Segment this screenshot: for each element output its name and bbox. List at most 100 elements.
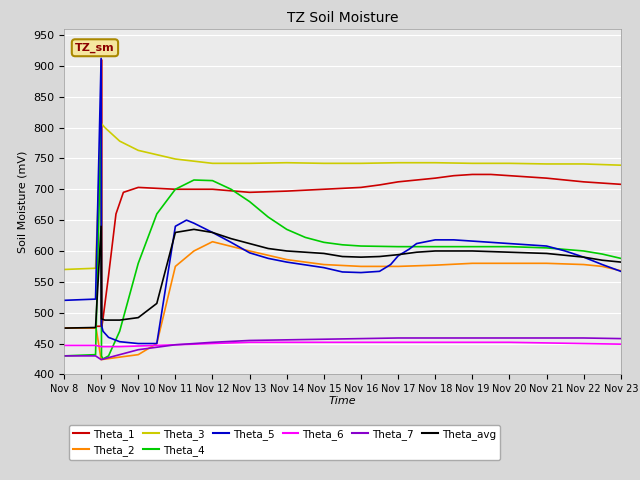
Theta_7 (543, 335, 550, 341)
Theta_6 (468, 339, 476, 345)
Theta_2 (153, 341, 161, 347)
Theta_5 (468, 238, 476, 244)
X-axis label: Time: Time (328, 396, 356, 406)
Theta_4 (264, 214, 272, 220)
Theta_5 (598, 262, 606, 267)
Theta_1 (112, 211, 120, 217)
Theta_7 (172, 342, 179, 348)
Title: TZ Soil Moisture: TZ Soil Moisture (287, 11, 398, 25)
Theta_6 (543, 340, 550, 346)
Theta_5 (450, 237, 458, 243)
Theta_1 (209, 186, 216, 192)
Theta_7 (116, 352, 124, 358)
Theta_4 (98, 353, 106, 359)
Theta_3 (580, 161, 588, 167)
Theta_2 (190, 248, 198, 254)
Line: Theta_5: Theta_5 (64, 59, 621, 344)
Theta_avg (246, 240, 253, 246)
Theta_1 (506, 173, 513, 179)
Theta_avg (320, 251, 328, 256)
Theta_5 (339, 269, 346, 275)
Theta_4 (617, 255, 625, 261)
Theta_4 (301, 235, 309, 240)
Theta_4 (543, 245, 550, 251)
Theta_avg (339, 253, 346, 259)
Theta_7 (246, 337, 253, 343)
Theta_2 (92, 325, 99, 331)
Theta_1 (92, 324, 100, 329)
Theta_3 (246, 160, 253, 166)
Theta_1 (450, 173, 458, 179)
Theta_7 (394, 335, 402, 341)
Theta_6 (116, 344, 124, 349)
Theta_4 (92, 352, 99, 358)
Theta_4 (60, 353, 68, 359)
Theta_avg (60, 325, 68, 331)
Theta_5 (431, 237, 439, 243)
Theta_1 (413, 177, 420, 183)
Theta_1 (561, 177, 569, 183)
Theta_5 (580, 254, 588, 260)
Theta_2 (116, 354, 124, 360)
Theta_6 (283, 339, 291, 345)
Theta_avg (617, 259, 625, 265)
Theta_1 (60, 325, 68, 331)
Theta_3 (60, 266, 68, 272)
Theta_avg (190, 227, 198, 232)
Theta_1 (98, 324, 106, 329)
Theta_4 (283, 227, 291, 232)
Theta_avg (97, 223, 105, 229)
Theta_7 (209, 339, 216, 345)
Text: TZ_sm: TZ_sm (75, 43, 115, 53)
Theta_3 (468, 160, 476, 166)
Theta_5 (105, 335, 113, 340)
Theta_2 (172, 264, 179, 269)
Theta_6 (394, 339, 402, 345)
Theta_2 (283, 257, 291, 263)
Theta_6 (92, 343, 99, 348)
Theta_5 (387, 262, 394, 267)
Theta_6 (60, 343, 68, 348)
Theta_5 (487, 240, 495, 245)
Theta_avg (450, 248, 458, 254)
Theta_avg (413, 249, 420, 255)
Theta_3 (92, 265, 99, 271)
Line: Theta_2: Theta_2 (64, 242, 621, 360)
Theta_2 (506, 261, 513, 266)
Theta_4 (339, 242, 346, 248)
Theta_2 (98, 357, 106, 362)
Theta_2 (543, 261, 550, 266)
Theta_3 (172, 156, 179, 162)
Theta_6 (246, 339, 253, 345)
Theta_5 (357, 270, 365, 276)
Theta_7 (580, 335, 588, 341)
Theta_5 (264, 255, 272, 261)
Theta_5 (617, 268, 625, 274)
Theta_3 (394, 160, 402, 166)
Theta_2 (580, 262, 588, 267)
Theta_2 (97, 357, 105, 362)
Theta_avg (283, 248, 291, 254)
Theta_6 (209, 341, 216, 347)
Theta_3 (134, 147, 142, 153)
Theta_5 (394, 253, 402, 259)
Theta_2 (92, 326, 100, 332)
Theta_avg (227, 236, 235, 241)
Theta_5 (524, 242, 532, 248)
Theta_5 (92, 296, 99, 302)
Theta_5 (97, 56, 105, 61)
Theta_4 (153, 211, 161, 217)
Theta_avg (580, 254, 588, 260)
Theta_5 (506, 240, 513, 246)
Theta_3 (431, 160, 439, 166)
Theta_5 (246, 250, 253, 256)
Theta_3 (101, 125, 109, 131)
Theta_avg (487, 249, 495, 254)
Theta_7 (431, 335, 439, 341)
Theta_avg (431, 248, 439, 254)
Theta_2 (209, 239, 216, 245)
Theta_2 (468, 261, 476, 266)
Theta_avg (376, 253, 383, 259)
Theta_4 (97, 120, 105, 125)
Theta_5 (320, 265, 328, 271)
